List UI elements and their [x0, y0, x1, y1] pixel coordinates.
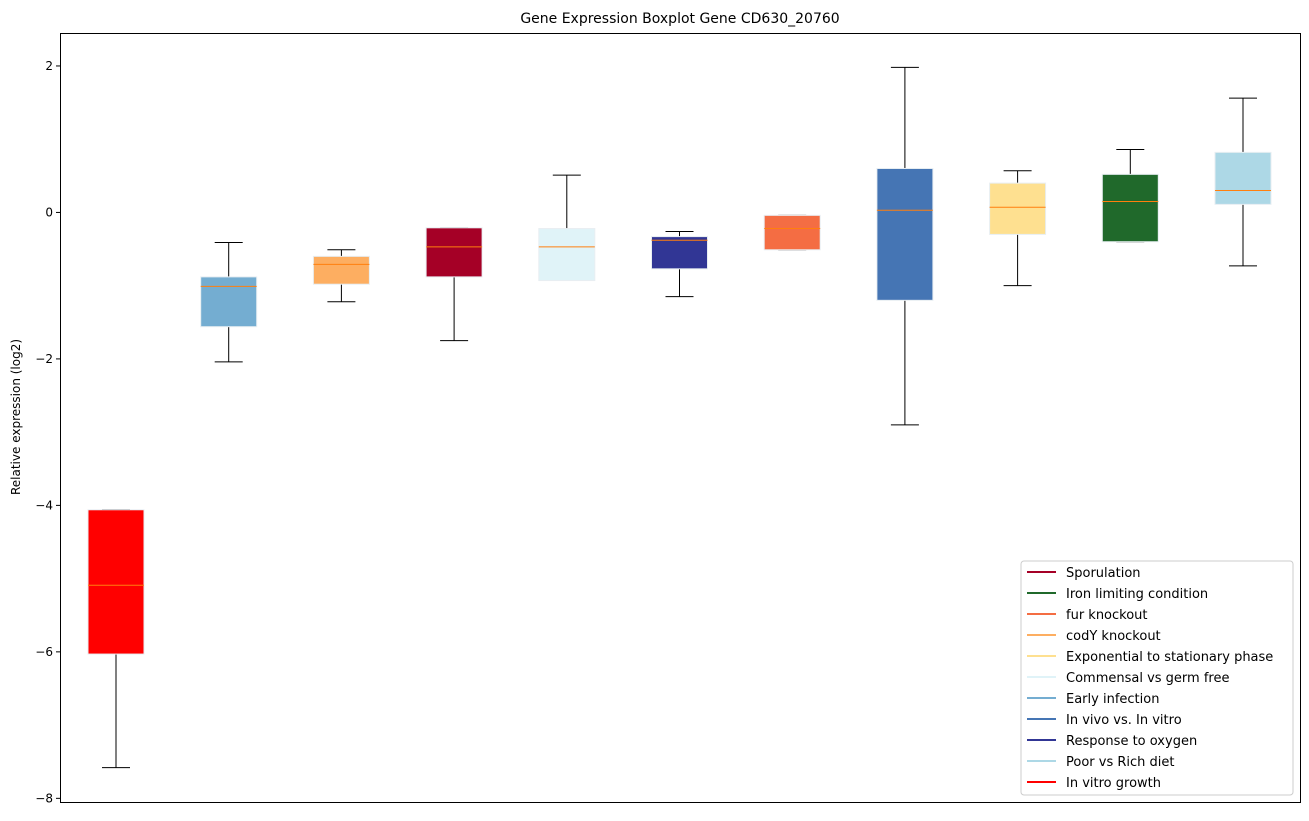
box-response-to-oxygen — [651, 230, 708, 298]
box-commensal-vs-germ-free — [538, 174, 596, 282]
plot-frame — [60, 33, 1301, 803]
legend-label: Poor vs Rich diet — [1066, 755, 1174, 770]
box-body — [87, 509, 145, 655]
y-axis-label: Relative expression (log2) — [9, 339, 23, 495]
legend-label: Sporulation — [1066, 566, 1141, 581]
box-sporulation — [425, 227, 483, 342]
box-early-infection — [200, 241, 258, 363]
legend-label: Response to oxygen — [1066, 734, 1197, 749]
box-iron-limiting-condition — [1101, 148, 1159, 243]
legend: Sporulation Iron limiting condition fur kn… — [1020, 560, 1294, 796]
box-body — [425, 227, 483, 278]
legend-label: In vitro growth — [1066, 776, 1161, 791]
y-tick-label: −2 — [35, 352, 53, 366]
legend-frame — [1020, 560, 1294, 796]
box-fur-knockout — [763, 214, 821, 251]
boxes — [87, 66, 1272, 769]
box-body — [651, 236, 708, 270]
box-body — [1214, 151, 1272, 205]
y-tick-label: −6 — [35, 645, 53, 659]
box-poor-vs-rich-diet — [1214, 97, 1272, 267]
box-body — [876, 167, 934, 301]
box-cody-knockout — [312, 249, 370, 303]
legend-label: codY knockout — [1066, 629, 1161, 644]
box-body — [1101, 173, 1159, 243]
legend-label: Early infection — [1066, 692, 1159, 707]
box-body — [200, 276, 258, 328]
legend-label: fur knockout — [1066, 608, 1148, 623]
box-exponential-to-stationary-phase — [989, 170, 1047, 287]
y-tick-label: 2 — [45, 59, 53, 73]
legend-label: Exponential to stationary phase — [1066, 650, 1273, 665]
y-tick-label: −8 — [35, 791, 53, 805]
box-in-vitro-growth — [87, 509, 145, 769]
legend-label: Commensal vs germ free — [1066, 671, 1229, 686]
y-tick-label: 0 — [45, 205, 53, 219]
box-body — [538, 228, 596, 282]
y-ticks: 2 0 −2 −4 −6 −8 — [35, 59, 60, 805]
legend-label: In vivo vs. In vitro — [1066, 713, 1182, 728]
box-in-vivo-vs-in-vitro — [876, 66, 934, 426]
box-body — [763, 214, 821, 251]
box-body — [989, 182, 1047, 235]
chart-title: Gene Expression Boxplot Gene CD630_20760 — [520, 11, 839, 27]
box-body — [312, 255, 370, 285]
y-tick-label: −4 — [35, 498, 53, 512]
legend-label: Iron limiting condition — [1066, 587, 1208, 602]
